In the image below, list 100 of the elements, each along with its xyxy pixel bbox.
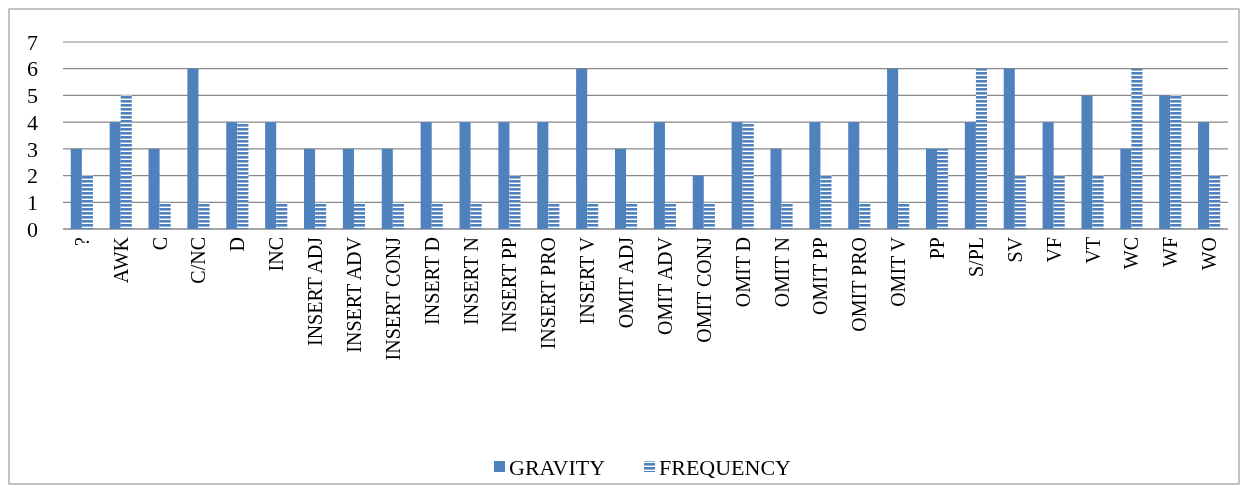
bar — [276, 202, 288, 229]
bar — [148, 148, 160, 229]
x-tick-label: OMIT V — [887, 236, 910, 307]
bar — [781, 202, 793, 229]
bar — [1003, 68, 1015, 229]
bar — [159, 202, 171, 229]
x-tick-label: D — [226, 237, 249, 252]
bar — [975, 68, 987, 229]
bar — [315, 202, 327, 229]
bar — [81, 175, 93, 229]
bar — [237, 122, 249, 229]
x-tick-label: OMIT D — [731, 237, 754, 308]
x-tick-label: SV — [1003, 236, 1026, 263]
bar — [548, 202, 560, 229]
bar — [265, 122, 277, 229]
bar — [653, 122, 665, 229]
x-tick-label: OMIT N — [770, 237, 793, 308]
x-tick-label: WC — [1120, 237, 1143, 270]
x-tick-label: INSERT PP — [498, 237, 521, 333]
bar — [703, 202, 715, 229]
x-tick-label: INSERT ADJ — [304, 236, 327, 347]
x-tick-label: OMIT ADV — [653, 236, 676, 335]
bar — [304, 148, 316, 229]
bar — [187, 68, 199, 229]
bar — [392, 202, 404, 229]
bar — [937, 148, 949, 229]
bar — [887, 68, 899, 229]
x-tick-label: OMIT PRO — [848, 237, 871, 332]
bar — [226, 122, 238, 229]
bar — [576, 68, 588, 229]
x-tick-label: INSERT PRO — [537, 237, 560, 350]
y-tick-label: 1 — [27, 189, 38, 215]
bar — [626, 202, 638, 229]
x-tick-label: WO — [1198, 237, 1221, 271]
bar — [1053, 175, 1065, 229]
y-tick-label: 4 — [27, 109, 38, 135]
bar — [925, 148, 938, 229]
x-tick-label: C/NC — [187, 237, 210, 284]
x-tick-label: S/PL — [964, 237, 987, 278]
bar — [459, 122, 471, 229]
x-tick-label: INSERT D — [420, 237, 443, 325]
bar — [109, 122, 121, 229]
bar — [614, 148, 627, 229]
x-tick-label: C — [148, 237, 171, 251]
x-tick-label: OMIT CONJ — [692, 236, 715, 343]
bar — [664, 202, 677, 229]
bar — [1198, 122, 1210, 229]
bar — [353, 202, 366, 229]
bar — [1081, 95, 1093, 229]
bar — [820, 175, 832, 229]
y-tick-label: 3 — [27, 136, 38, 162]
bar — [420, 122, 432, 229]
y-tick-label: 0 — [27, 216, 38, 242]
x-tick-label: INSERT V — [576, 236, 599, 325]
bar — [198, 202, 210, 229]
bar — [537, 122, 549, 229]
bar — [1170, 95, 1182, 229]
bar — [342, 148, 354, 229]
legend-label: FREQUENCY — [659, 454, 792, 480]
bar — [1131, 68, 1143, 229]
x-tick-label: INC — [265, 237, 288, 272]
legend-label: GRAVITY — [509, 454, 606, 480]
y-tick-label: 2 — [27, 163, 38, 189]
x-tick-label: ? — [70, 236, 93, 246]
y-tick-label: 6 — [27, 56, 38, 82]
bar — [848, 122, 860, 229]
x-tick-label: INSERT ADV — [342, 236, 365, 353]
bar — [587, 202, 599, 229]
bar — [1209, 175, 1221, 229]
bar — [770, 148, 782, 229]
bar — [509, 175, 521, 229]
x-tick-label: INSERT N — [459, 237, 482, 325]
bar — [1159, 95, 1171, 229]
bar — [381, 148, 393, 229]
bar — [70, 148, 82, 229]
bar — [742, 122, 754, 229]
bar — [859, 202, 871, 229]
bar — [898, 202, 910, 229]
bar — [431, 202, 443, 229]
x-tick-label: WF — [1159, 237, 1182, 267]
x-tick-label: OMIT PP — [809, 237, 832, 315]
x-tick-label: AWK — [109, 236, 132, 284]
bar — [1120, 148, 1132, 229]
bar — [470, 202, 482, 229]
x-tick-label: PP — [926, 237, 949, 260]
bar — [1042, 122, 1054, 229]
x-tick-label: INSERT CONJ — [381, 236, 404, 361]
x-tick-label: VF — [1042, 237, 1065, 263]
x-tick-label: OMIT ADJ — [615, 236, 638, 329]
bar — [1014, 175, 1026, 229]
bar — [498, 122, 510, 229]
bar — [731, 122, 743, 229]
bar — [692, 175, 704, 229]
bar — [809, 122, 821, 229]
x-tick-label: VT — [1081, 237, 1104, 264]
y-tick-label: 5 — [27, 83, 38, 109]
bar — [120, 95, 132, 229]
bar — [964, 122, 976, 229]
bar — [1092, 175, 1104, 229]
y-tick-label: 7 — [27, 29, 38, 55]
